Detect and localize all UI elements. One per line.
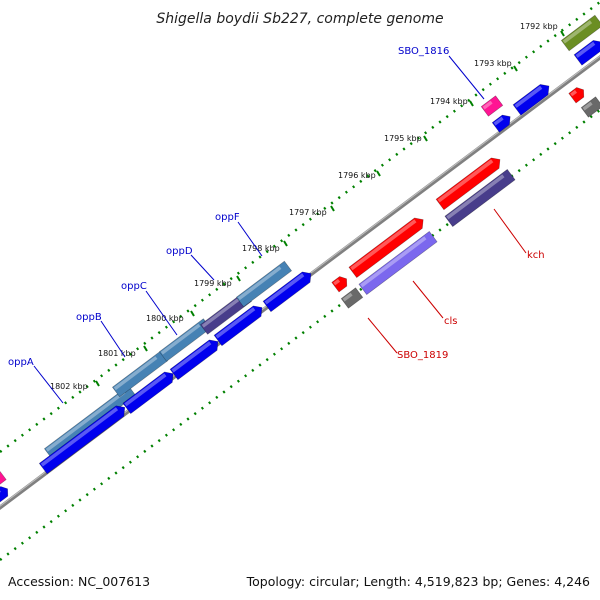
kbp-label-1798: 1798 kbp [242, 244, 280, 253]
gene-oppB-lower[interactable] [122, 368, 177, 415]
outer-tick-track [0, 1, 600, 453]
gene-label-sbo1816[interactable]: SBO_1816 [398, 46, 449, 57]
gene-label-kch[interactable]: kch [527, 250, 545, 261]
gene-label-oppC[interactable]: oppC [121, 281, 147, 292]
gene-cls-upper[interactable] [331, 274, 350, 293]
gene-kch-red[interactable] [435, 154, 504, 211]
gene-oppA-lower[interactable] [38, 402, 128, 475]
kbp-label-1802: 1802 kbp [50, 382, 88, 391]
gene-oppD[interactable] [199, 291, 253, 335]
gene-features [0, 14, 600, 503]
gene-top-olive[interactable] [560, 14, 600, 52]
gene-top-blue[interactable] [573, 37, 600, 66]
gene-oppC-lower[interactable] [169, 336, 222, 381]
gene-sbo1816[interactable] [480, 95, 504, 117]
kbp-label-1796: 1796 kbp [338, 171, 376, 180]
kbp-ruler: 1792 kbp 1793 kbp 1794 kbp 1795 kbp 1796… [50, 22, 565, 391]
gene-right-red[interactable] [568, 85, 587, 104]
gene-label-oppA[interactable]: oppA [8, 357, 34, 368]
kbp-label-1792: 1792 kbp [520, 22, 558, 31]
gene-oppD-lower[interactable] [213, 302, 266, 347]
gene-labels: oppA oppB oppC oppD oppF SBO_1816 kch cl… [8, 46, 545, 368]
gene-cls[interactable] [358, 230, 438, 296]
kbp-label-1801: 1801 kbp [98, 349, 136, 358]
kbp-label-1799: 1799 kbp [194, 279, 232, 288]
gene-oppF[interactable] [235, 260, 293, 308]
gene-upper-blue[interactable] [512, 81, 553, 116]
gene-label-sbo1819[interactable]: SBO_1819 [397, 350, 448, 361]
accession-text: Accession: NC_007613 [8, 574, 150, 589]
gene-oppB[interactable] [111, 350, 169, 398]
gene-label-oppF[interactable]: oppF [215, 212, 240, 223]
gene-left-blue[interactable] [0, 484, 11, 503]
gene-sbo1819[interactable] [340, 287, 364, 309]
gene-label-oppB[interactable]: oppB [76, 312, 102, 323]
gene-small-blue[interactable] [491, 112, 514, 133]
kbp-label-1793: 1793 kbp [474, 59, 512, 68]
kbp-label-1794: 1794 kbp [430, 97, 468, 106]
gene-oppF-lower[interactable] [262, 268, 315, 313]
gene-left-pink[interactable] [0, 471, 7, 485]
kbp-label-1795: 1795 kbp [384, 134, 422, 143]
map-title: Shigella boydii Sb227, complete genome [156, 11, 443, 27]
gene-label-oppD[interactable]: oppD [166, 246, 193, 257]
gene-right-gray[interactable] [580, 96, 600, 118]
topology-summary: Topology: circular; Length: 4,519,823 bp… [246, 574, 590, 589]
gene-label-cls[interactable]: cls [444, 316, 458, 327]
gene-cls-red[interactable] [348, 214, 427, 279]
gene-kch[interactable] [444, 168, 516, 228]
callout-lines [33, 55, 527, 404]
kbp-label-1797: 1797 kbp [289, 208, 327, 217]
